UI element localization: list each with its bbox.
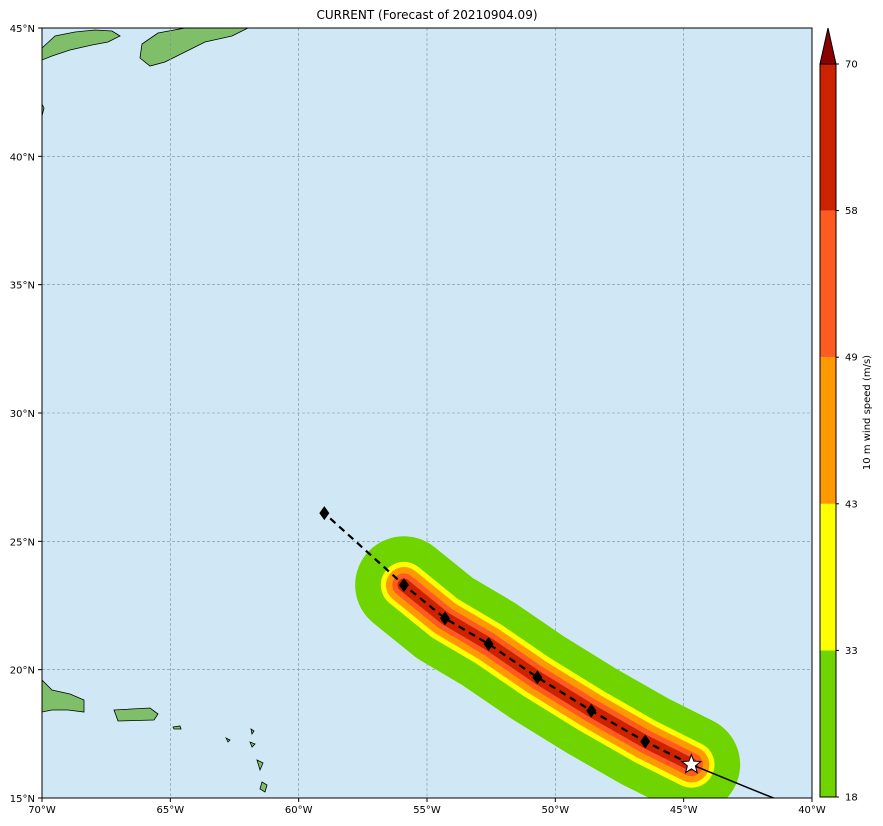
land-newfoundland	[139, 28, 249, 67]
tick-label-lon: 45°W	[670, 805, 698, 816]
tick-label-lon: 50°W	[542, 805, 570, 816]
land-island-1	[172, 725, 182, 730]
gridlines	[42, 28, 812, 798]
colorbar-tick-label: 70	[845, 60, 858, 71]
tick-label-lon: 65°W	[157, 805, 185, 816]
land-hispaniola	[42, 679, 85, 713]
tick-label-lat: 40°N	[10, 152, 35, 163]
colorbar: 18 33 43 49 58 70 10 m wind speed (m/s)	[819, 27, 873, 804]
colorbar-segment	[820, 650, 836, 797]
forecast-position-marker	[398, 577, 409, 592]
past-track-line	[691, 763, 774, 798]
storm-track	[319, 506, 774, 798]
axis-ticks: 70°W 65°W 60°W 55°W 50°W 45°W 40°W 15°N 20°N 25°N…	[10, 24, 826, 816]
tick-label-lon: 40°W	[798, 805, 826, 816]
land-nova-scotia	[42, 29, 121, 61]
land-island-3	[249, 741, 256, 748]
land-island-5	[259, 781, 268, 793]
forecast-position-marker	[439, 611, 450, 626]
colorbar-tick-label: 49	[845, 353, 858, 364]
tick-label-lon: 70°W	[28, 805, 56, 816]
colorbar-frame	[819, 63, 837, 798]
colorbar-segment	[820, 503, 836, 651]
land-island-4	[256, 759, 264, 772]
tick-label-lat: 30°N	[10, 409, 35, 420]
colorbar-extend-arrow	[819, 27, 837, 65]
colorbar-segment	[820, 64, 836, 211]
forecast-position-marker	[532, 670, 543, 685]
forecast-track-line	[323, 512, 692, 766]
current-position-star-icon	[680, 753, 703, 774]
colorbar-tick-label: 18	[845, 793, 858, 804]
colorbar-segment	[820, 357, 836, 504]
colorbar-title: 10 m wind speed (m/s)	[862, 355, 873, 470]
forecast-position-marker	[640, 734, 651, 749]
tick-label-lat: 45°N	[10, 24, 35, 35]
forecast-position-marker	[586, 703, 597, 718]
tick-label-lat: 25°N	[10, 537, 35, 548]
tick-label-lon: 55°W	[413, 805, 441, 816]
land-masses	[42, 28, 268, 793]
colorbar-tick-label: 43	[845, 499, 858, 510]
land-island-6	[225, 737, 231, 743]
map-title: CURRENT (Forecast of 20210904.09)	[316, 8, 538, 22]
tick-label-lat: 15°N	[10, 794, 35, 805]
tick-label-lat: 20°N	[10, 666, 35, 677]
forecast-position-marker	[483, 637, 494, 651]
land-island-2	[250, 728, 255, 736]
colorbar-tick-label: 58	[845, 206, 858, 217]
land-puerto-rico	[113, 707, 159, 722]
tick-label-lat: 35°N	[10, 281, 35, 292]
forecast-position-marker	[319, 506, 330, 521]
tick-label-lon: 60°W	[285, 805, 313, 816]
colorbar-tick-label: 33	[845, 646, 858, 657]
colorbar-segment	[820, 210, 836, 358]
